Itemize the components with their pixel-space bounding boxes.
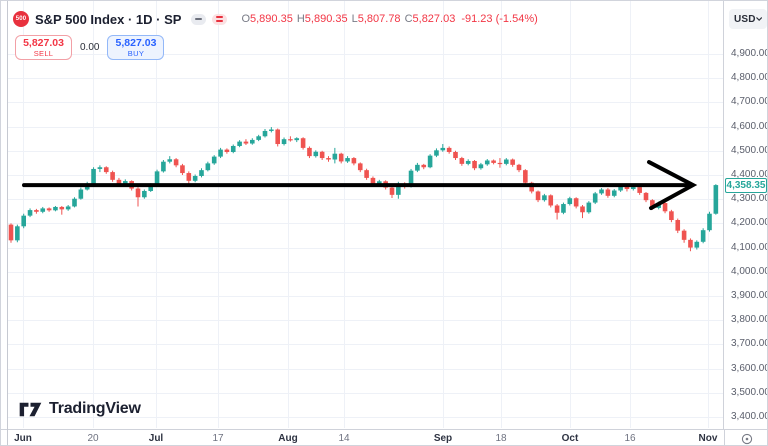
buy-button[interactable]: 5,827.03 BUY: [107, 35, 165, 60]
time-axis[interactable]: Jun 20 Jul 17 Aug 14 Sep 18 Oct 16 Nov: [1, 429, 724, 445]
time-tick-label: 20: [87, 433, 99, 444]
low-value: 5,807.78: [357, 13, 401, 25]
spread-value: 0.00: [80, 42, 100, 53]
open-value: 5,890.35: [250, 13, 293, 25]
price-tick-label: 3,900.00: [731, 290, 768, 301]
time-tick-label: Oct: [561, 433, 579, 444]
currency-dropdown[interactable]: USD: [729, 9, 767, 29]
tradingview-wordmark: TradingView: [49, 400, 141, 417]
price-tick-label: 4,600.00: [731, 120, 768, 132]
sell-button[interactable]: 5,827.03 SELL: [15, 35, 72, 60]
candlestick-chart: [7, 1, 723, 428]
tradingview-mark-icon: [19, 402, 42, 416]
time-tick-label: Jun: [14, 433, 32, 444]
buy-label: BUY: [127, 48, 145, 58]
close-label: C: [404, 13, 413, 25]
symbol-legend: 500 S&P 500 Index · 1D · SP O5,890.35 H5…: [13, 9, 538, 29]
change-value: -91.23 (-1.54%): [461, 13, 538, 25]
time-tick-label: 14: [338, 433, 350, 444]
price-tick-label: 3,400.00: [731, 411, 768, 422]
price-tick-label: 3,500.00: [731, 386, 768, 398]
price-tick-label: 4,100.00: [731, 241, 768, 253]
chevron-down-icon: [755, 17, 762, 21]
price-tick-label: 4,400.00: [731, 169, 768, 180]
tradingview-logo[interactable]: TradingView: [19, 400, 141, 418]
price-tick-label: 4,700.00: [731, 96, 768, 108]
chart-plot-area[interactable]: [1, 1, 723, 428]
open-label: O: [241, 13, 250, 25]
price-tick-label: 4,800.00: [731, 72, 768, 84]
time-tick-label: Aug: [278, 433, 298, 444]
sell-price: 5,827.03: [23, 37, 64, 49]
ohlc-readout: O5,890.35 H5,890.35 L5,807.78 C5,827.03 …: [241, 13, 537, 25]
time-tick-label: Sep: [433, 433, 453, 444]
target-icon: [741, 433, 753, 444]
high-value: 5,890.35: [304, 13, 348, 25]
price-tick-label: 4,000.00: [731, 265, 768, 277]
time-tick-label: 16: [624, 433, 636, 444]
price-tick-label: 3,600.00: [731, 362, 768, 374]
dash-icon[interactable]: [191, 13, 207, 25]
time-tick-label: 17: [212, 433, 224, 444]
symbol-title[interactable]: S&P 500 Index · 1D · SP: [35, 11, 182, 27]
candlestick-series: [8, 127, 719, 252]
trade-panel: 5,827.03 SELL 0.00 5,827.03 BUY: [15, 35, 165, 60]
time-tick-label: Nov: [698, 433, 718, 444]
sell-label: SELL: [33, 48, 54, 58]
price-tick-label: 3,800.00: [731, 314, 768, 326]
price-tick-label: 4,900.00: [731, 48, 768, 59]
chart-left-border: [7, 1, 8, 445]
price-axis[interactable]: USD 3,400.00 3,500.00 3,600.00 3,700.00 3,80…: [723, 1, 768, 429]
price-tick-label: 4,500.00: [731, 144, 768, 156]
grid-lines: [7, 1, 723, 428]
trend-arrow-annotation[interactable]: [22, 160, 698, 211]
time-tick-label: Jul: [148, 433, 164, 444]
low-label: L: [351, 13, 358, 25]
close-value: 5,827.03: [412, 13, 456, 25]
currency-label: USD: [734, 13, 756, 25]
current-price-tag: 4,358.35: [725, 177, 767, 193]
equals-icon[interactable]: [212, 13, 228, 25]
time-tick-label: 18: [495, 433, 507, 444]
axis-settings-corner[interactable]: [724, 429, 767, 445]
price-tick-label: 4,300.00: [731, 193, 768, 205]
buy-price: 5,827.03: [115, 37, 157, 49]
high-label: H: [296, 13, 305, 25]
symbol-logo: 500: [13, 11, 29, 27]
price-tick-label: 4,200.00: [731, 217, 768, 229]
price-tick-label: 3,700.00: [731, 338, 768, 350]
